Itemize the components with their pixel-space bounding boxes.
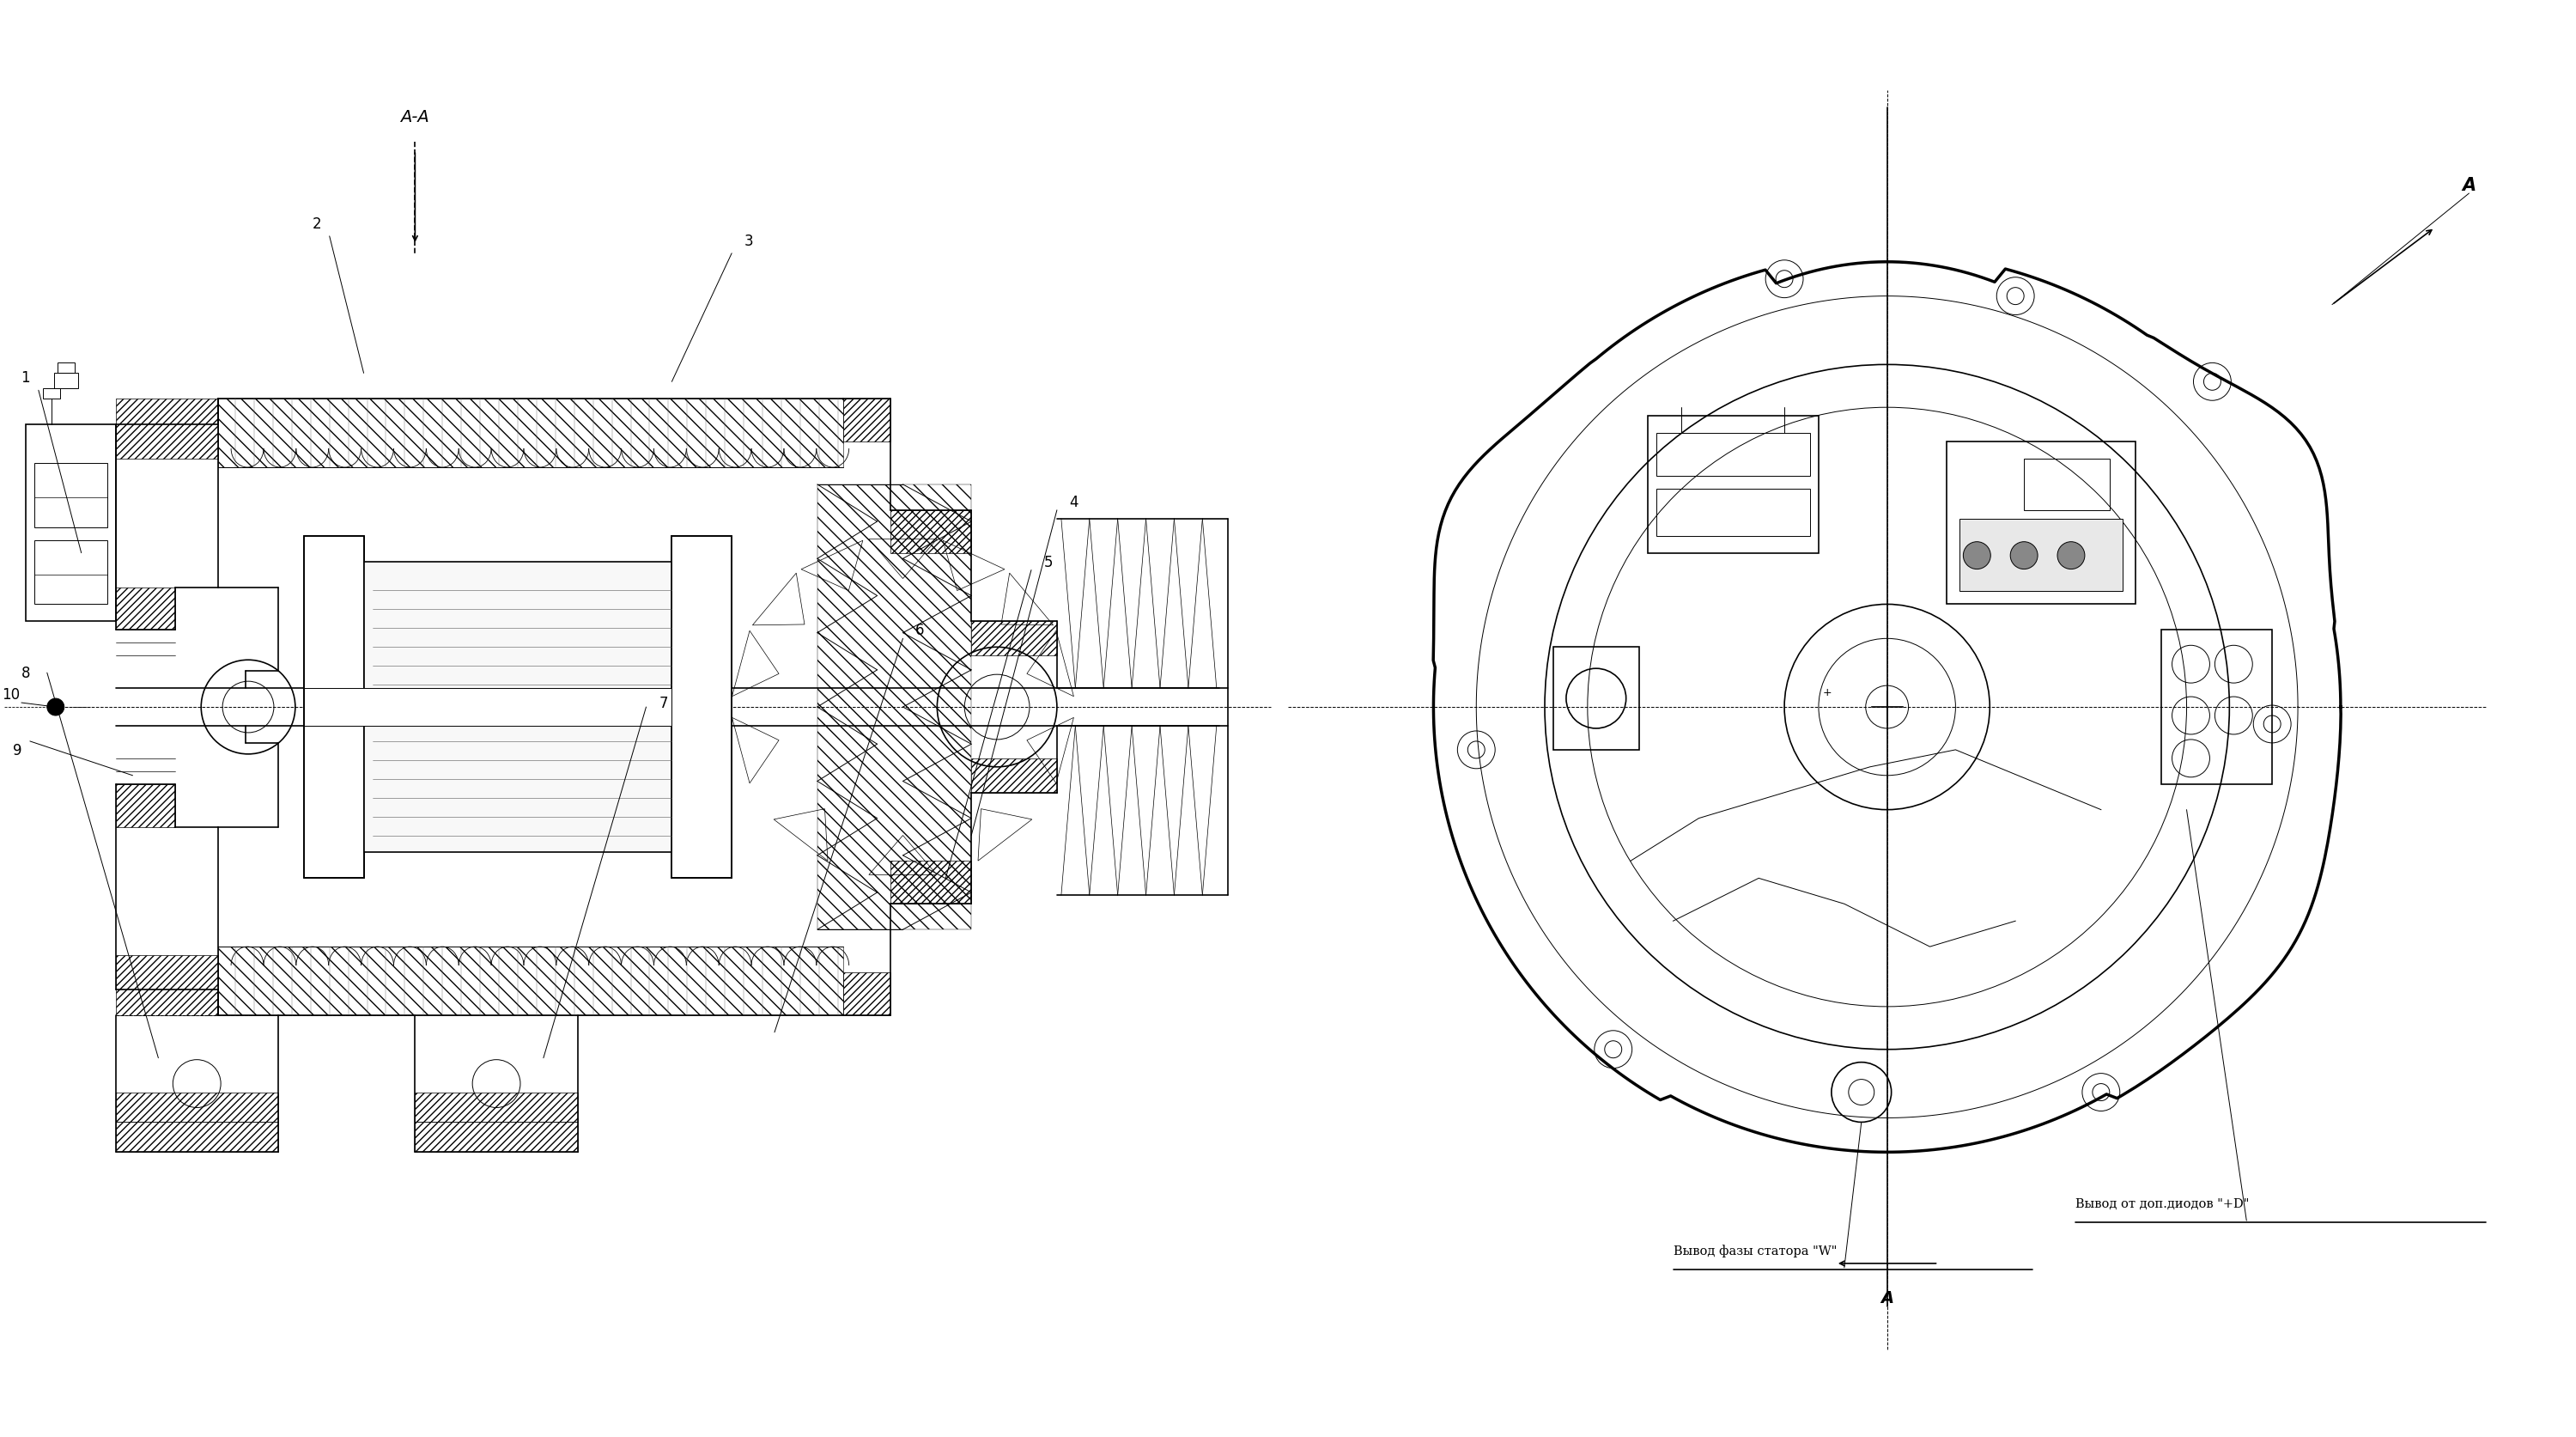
Bar <box>415 1122 577 1152</box>
Text: +: + <box>1824 687 1832 697</box>
Bar <box>891 510 971 553</box>
Bar <box>44 389 59 399</box>
Text: 9: 9 <box>13 743 21 757</box>
Polygon shape <box>1432 263 2342 1152</box>
Bar <box>2025 460 2110 510</box>
Text: 10: 10 <box>3 687 21 703</box>
Bar <box>304 688 672 726</box>
Bar <box>1656 489 1811 536</box>
Bar <box>116 956 219 1016</box>
Bar <box>116 399 219 460</box>
Bar <box>54 374 77 389</box>
Bar <box>116 785 175 828</box>
Text: Вывод фазы статора "W": Вывод фазы статора "W" <box>1674 1244 1837 1257</box>
Circle shape <box>1963 542 1991 569</box>
Bar <box>672 536 732 878</box>
Bar <box>1553 648 1638 750</box>
Bar <box>116 1122 278 1152</box>
Text: 5: 5 <box>1043 555 1054 569</box>
Bar <box>1960 519 2123 592</box>
Text: 8: 8 <box>21 665 31 681</box>
Circle shape <box>46 698 64 716</box>
Text: А: А <box>2463 177 2476 194</box>
Bar <box>219 399 842 468</box>
Text: А: А <box>1880 1289 1893 1306</box>
Bar <box>415 1092 577 1122</box>
Text: 7: 7 <box>659 696 667 711</box>
Bar <box>817 484 971 930</box>
Bar <box>1656 434 1811 477</box>
Text: Вывод от доп.диодов "+D": Вывод от доп.диодов "+D" <box>2076 1197 2249 1210</box>
Bar <box>26 425 116 622</box>
Text: 2: 2 <box>312 216 322 231</box>
Text: 3: 3 <box>744 233 752 249</box>
Bar <box>33 540 108 605</box>
Text: 6: 6 <box>914 622 925 638</box>
Bar <box>1947 443 2136 605</box>
Bar <box>842 399 891 443</box>
Bar <box>57 364 75 374</box>
Bar <box>116 1092 278 1122</box>
Bar <box>1649 417 1819 553</box>
Bar <box>304 536 363 878</box>
Bar <box>672 536 732 878</box>
Text: А-А: А-А <box>402 109 430 125</box>
Bar <box>33 464 108 527</box>
Circle shape <box>2009 542 2038 569</box>
Bar <box>971 759 1056 793</box>
Bar <box>672 536 732 878</box>
Text: 4: 4 <box>1069 494 1079 510</box>
Bar <box>304 536 363 878</box>
Bar <box>363 562 672 852</box>
Bar <box>116 588 175 631</box>
Bar <box>891 861 971 904</box>
Bar <box>971 622 1056 657</box>
Bar <box>842 973 891 1016</box>
Bar <box>219 947 842 1016</box>
Circle shape <box>2058 542 2084 569</box>
Bar <box>304 536 363 878</box>
Bar <box>2161 631 2272 785</box>
Text: 1: 1 <box>21 371 31 385</box>
